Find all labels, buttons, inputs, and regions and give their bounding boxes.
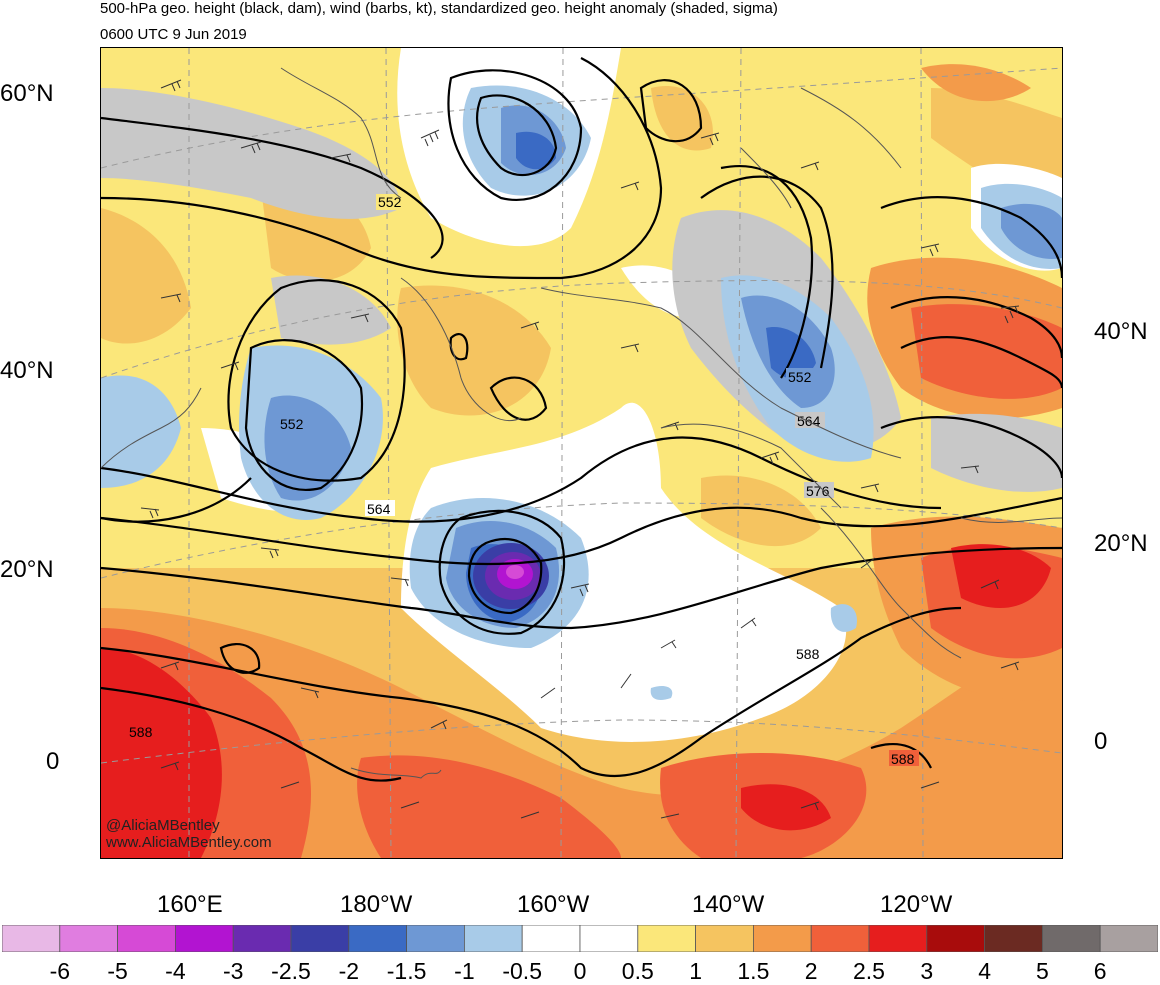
- contour-label: 552: [280, 416, 304, 432]
- colorbar-tick-label: 2: [804, 958, 818, 984]
- colorbar: [2, 925, 1158, 952]
- map-valid-time: 0600 UTC 9 Jun 2019: [100, 26, 247, 43]
- lat-label-left: 60°N: [0, 80, 54, 107]
- colorbar-swatch: [810, 925, 870, 952]
- credit-website: www.AliciaMBentley.com: [106, 834, 272, 851]
- colorbar-swatch: [348, 925, 407, 952]
- colorbar-swatch: [174, 925, 234, 952]
- credit-handle: @AliciaMBentley: [106, 817, 220, 834]
- colorbar-tick-label: -3: [222, 958, 244, 984]
- colorbar-swatch: [753, 925, 812, 952]
- lon-label: 180°W: [340, 891, 413, 918]
- lat-label-left: 20°N: [0, 556, 54, 583]
- contour-label: 552: [378, 194, 402, 210]
- colorbar-tick-label: -0.5: [502, 958, 542, 984]
- colorbar-swatch: [117, 925, 176, 952]
- colorbar-swatch: [1099, 925, 1158, 952]
- lat-label-left: 0: [46, 748, 60, 775]
- colorbar-swatch: [984, 925, 1043, 952]
- colorbar-tick-label: 4: [978, 958, 991, 984]
- colorbar-swatch: [290, 925, 350, 952]
- contour-label: 588: [796, 646, 820, 662]
- colorbar-tick-label: 5: [1035, 958, 1049, 984]
- colorbar-swatch: [1042, 925, 1101, 952]
- map-title: 500-hPa geo. height (black, dam), wind (…: [100, 0, 778, 17]
- colorbar-tick-label: 3: [920, 958, 934, 984]
- contour-label: 588: [129, 724, 153, 740]
- contour-label: 564: [797, 413, 821, 429]
- weather-map: 552 552 552 564 564 576 588 588 588: [100, 47, 1063, 859]
- colorbar-tick-label: -2.5: [271, 958, 311, 984]
- colorbar-swatch: [463, 925, 523, 952]
- colorbar-tick-label: 1.5: [737, 958, 770, 984]
- lon-label: 140°W: [692, 891, 765, 918]
- colorbar-tick-label: -4: [165, 958, 186, 984]
- colorbar-swatch: [521, 925, 581, 952]
- lon-label: 120°W: [880, 891, 953, 918]
- colorbar-tick-label: -1.5: [386, 958, 427, 984]
- contour-label: 576: [806, 483, 830, 499]
- colorbar-swatch: [232, 925, 292, 952]
- colorbar-tick-label: 6: [1093, 958, 1107, 984]
- colorbar-swatch: [695, 925, 754, 952]
- contour-label: 552: [788, 369, 812, 385]
- colorbar-swatch: [637, 925, 696, 952]
- coastlines: [101, 67, 1062, 779]
- lon-label: 160°E: [157, 891, 223, 918]
- colorbar-swatch: [2, 925, 61, 952]
- lon-label: 160°W: [517, 891, 590, 918]
- height-contours: [101, 57, 1062, 782]
- lat-label-left: 40°N: [0, 357, 54, 384]
- contour-label: 564: [367, 501, 391, 517]
- anomaly-neg-core: [473, 543, 549, 609]
- contour-label: 588: [891, 751, 915, 767]
- colorbar-tick-label: 1: [689, 958, 702, 984]
- graticule: [101, 48, 1062, 858]
- colorbar-tick-label: 0: [573, 958, 587, 984]
- lat-label-right: 40°N: [1094, 318, 1148, 345]
- colorbar-swatch: [59, 925, 118, 952]
- lat-label-right: 20°N: [1094, 530, 1148, 557]
- colorbar-tick-label: -2: [338, 958, 360, 984]
- wind-barbs: [140, 79, 1020, 819]
- colorbar-swatch: [406, 925, 465, 952]
- anomaly-2.5-3: [101, 544, 1051, 858]
- colorbar-swatch: [579, 925, 639, 952]
- colorbar-tick-label: -5: [107, 958, 128, 984]
- lat-label-right: 0: [1094, 728, 1108, 755]
- contour-label-group: 552 552 552 564 564 576 588 588 588: [127, 194, 919, 767]
- colorbar-tick-label: -6: [49, 958, 71, 984]
- colorbar-swatch: [926, 925, 985, 952]
- colorbar-swatch: [868, 925, 928, 952]
- colorbar-tick-label: -1: [454, 958, 475, 984]
- colorbar-tick-label: 0.5: [621, 958, 654, 984]
- colorbar-tick-label: 2.5: [853, 958, 885, 984]
